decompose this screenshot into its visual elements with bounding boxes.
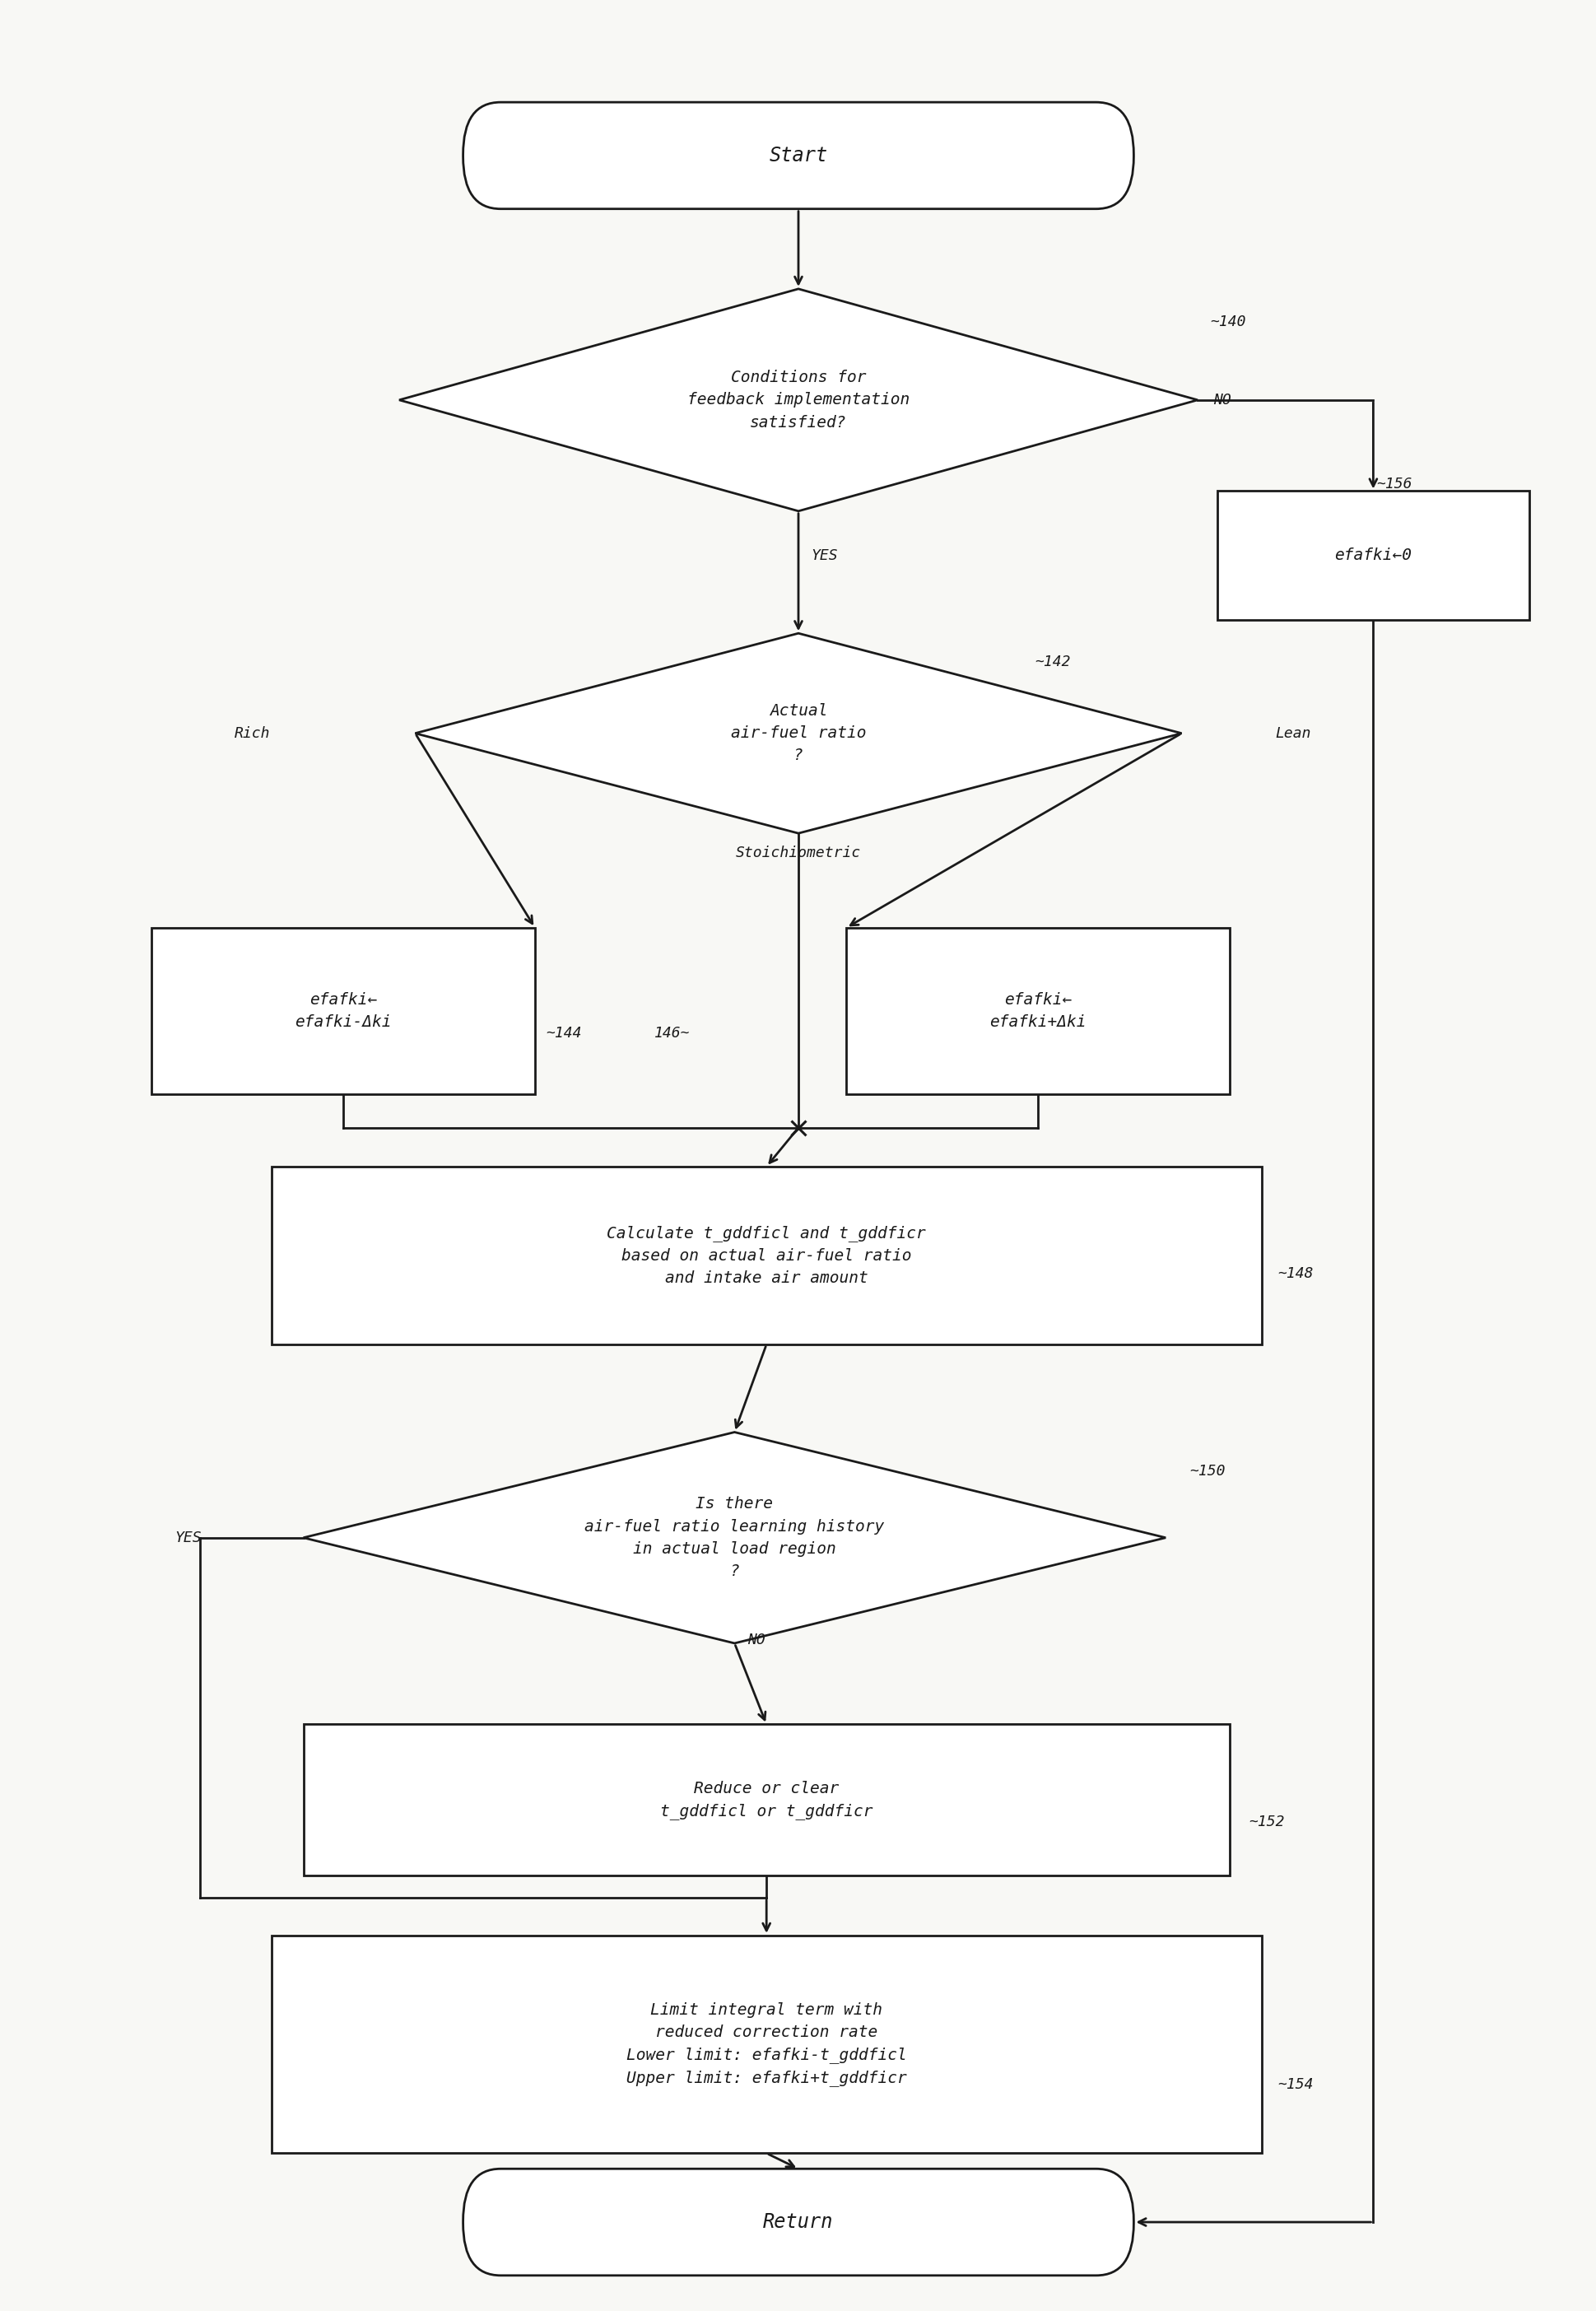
Polygon shape — [399, 289, 1197, 511]
Text: NO: NO — [1213, 393, 1231, 407]
Text: 146~: 146~ — [654, 1026, 689, 1040]
Polygon shape — [415, 633, 1181, 834]
Text: ~148: ~148 — [1277, 1266, 1312, 1280]
Text: Rich: Rich — [235, 726, 270, 742]
Text: YES: YES — [811, 548, 838, 564]
Bar — [1216, 490, 1527, 619]
Text: efafki←
efafki-Δki: efafki← efafki-Δki — [295, 991, 391, 1031]
Text: ~140: ~140 — [1210, 314, 1245, 330]
Text: Calculate t_gddficl and t_gddficr
based on actual air-fuel ratio
and intake air : Calculate t_gddficl and t_gddficr based … — [606, 1225, 926, 1287]
Bar — [152, 927, 535, 1095]
Text: ~142: ~142 — [1034, 654, 1069, 670]
Bar — [271, 1937, 1261, 2154]
Text: YES: YES — [176, 1530, 201, 1546]
Bar — [846, 927, 1229, 1095]
Text: ~144: ~144 — [546, 1026, 581, 1040]
Text: Reduce or clear
t_gddficl or t_gddficr: Reduce or clear t_gddficl or t_gddficr — [659, 1779, 873, 1819]
FancyBboxPatch shape — [463, 102, 1133, 208]
Text: Actual
air-fuel ratio
?: Actual air-fuel ratio ? — [731, 703, 865, 763]
Text: efafki←
efafki+Δki: efafki← efafki+Δki — [990, 991, 1085, 1031]
Text: ~154: ~154 — [1277, 2078, 1312, 2091]
Text: Start: Start — [769, 146, 827, 166]
Bar — [271, 1167, 1261, 1345]
Text: ~150: ~150 — [1189, 1463, 1224, 1479]
Text: Conditions for
feedback implementation
satisfied?: Conditions for feedback implementation s… — [686, 370, 910, 430]
Text: Is there
air-fuel ratio learning history
in actual load region
?: Is there air-fuel ratio learning history… — [584, 1495, 884, 1578]
Text: efafki←0: efafki←0 — [1334, 548, 1411, 564]
Text: Limit integral term with
reduced correction rate
Lower limit: efafki-t_gddficl
U: Limit integral term with reduced correct… — [626, 2001, 907, 2087]
Text: NO: NO — [747, 1632, 764, 1648]
Text: Lean: Lean — [1275, 726, 1310, 742]
Text: Stoichiometric: Stoichiometric — [736, 846, 860, 860]
Text: Return: Return — [763, 2212, 833, 2232]
Text: ~156: ~156 — [1376, 476, 1411, 492]
Text: ~152: ~152 — [1248, 1814, 1283, 1830]
Bar — [303, 1724, 1229, 1877]
FancyBboxPatch shape — [463, 2168, 1133, 2276]
Polygon shape — [303, 1433, 1165, 1643]
